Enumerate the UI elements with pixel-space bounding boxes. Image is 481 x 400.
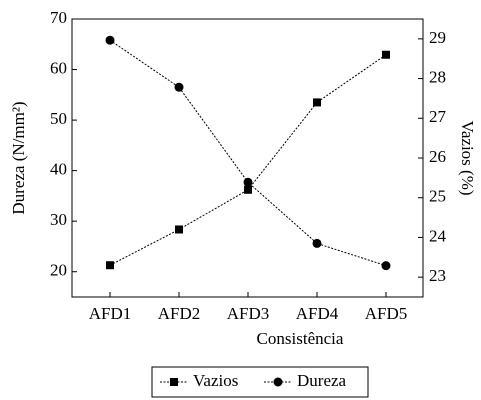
plot-frame xyxy=(71,18,424,298)
data-point xyxy=(381,261,391,271)
y2-tick-label: 26 xyxy=(429,147,446,166)
data-point xyxy=(244,185,252,194)
legend xyxy=(151,366,369,398)
x-tick-label: AFD2 xyxy=(158,304,201,323)
legend-label: Dureza xyxy=(297,371,347,390)
y-tick-label: 40 xyxy=(50,160,67,179)
y2-tick-label: 27 xyxy=(429,107,447,126)
y-tick-label: 70 xyxy=(50,8,67,27)
data-point xyxy=(313,98,321,107)
legend-marker xyxy=(273,377,283,387)
y2-tick-label: 24 xyxy=(429,226,447,245)
series-line xyxy=(109,39,387,267)
series-line xyxy=(109,54,387,266)
y-tick-label: 20 xyxy=(50,261,67,280)
x-tick-label: AFD4 xyxy=(296,304,339,323)
y-tick-label: 50 xyxy=(50,109,67,128)
data-point xyxy=(312,238,322,248)
data-point xyxy=(105,35,115,45)
y2-tick-label: 28 xyxy=(429,67,446,86)
y2-tick-label: 25 xyxy=(429,187,446,206)
y2-axis-label: Vazios (%) xyxy=(458,120,477,195)
x-axis-label: Consistência xyxy=(257,329,344,348)
y-tick-label: 60 xyxy=(50,58,67,77)
x-tick-label: AFD5 xyxy=(365,304,408,323)
y-tick-label: 30 xyxy=(50,210,67,229)
x-tick-label: AFD1 xyxy=(89,304,132,323)
y-axis-label: Dureza (N/mm²) xyxy=(9,101,28,214)
legend-label: Vazios xyxy=(193,371,238,390)
data-point xyxy=(175,225,183,234)
data-point xyxy=(174,82,184,92)
legend-marker xyxy=(170,378,178,386)
y2-tick-label: 29 xyxy=(429,28,446,47)
data-point xyxy=(243,177,253,187)
y2-tick-label: 23 xyxy=(429,266,446,285)
x-tick-label: AFD3 xyxy=(227,304,270,323)
data-point xyxy=(382,50,390,59)
data-point xyxy=(106,261,114,270)
